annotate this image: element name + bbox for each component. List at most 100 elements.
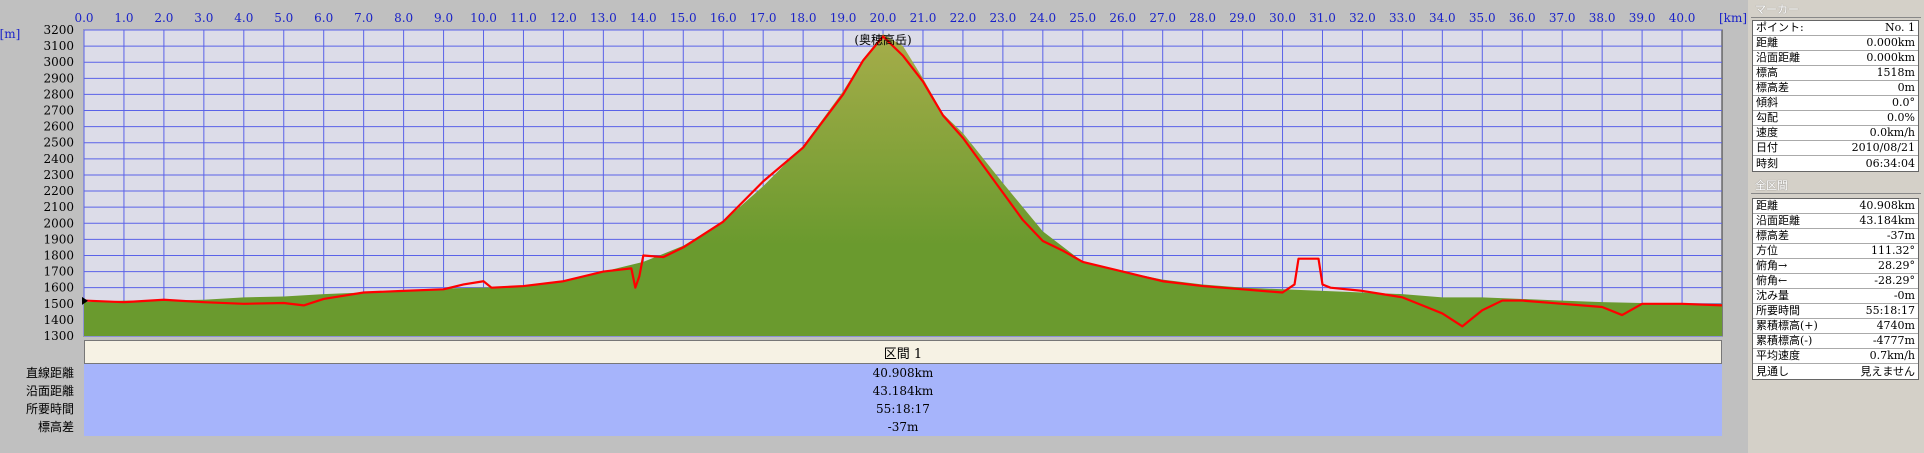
section-summary: 区間 1 40.908km 43.184km 55:18:17 -37m (84, 340, 1722, 436)
info-row-value: 1518m (1876, 66, 1915, 79)
info-row-label: 勾配 (1756, 111, 1778, 124)
y-tick-label: 3000 (43, 55, 74, 69)
x-tick-label: 7.0 (354, 11, 373, 25)
info-row-value: 0.0% (1887, 111, 1915, 124)
info-row: ポイント: No. 1 (1753, 21, 1918, 36)
info-row-value: -0m (1893, 289, 1915, 302)
marker-info-table: ポイント: No. 1 距離 0.000km 沿面距離 0.000km 標高 1518m 標高差… (1752, 20, 1919, 172)
x-tick-label: 11.0 (510, 11, 537, 25)
info-row-label: 累積標高(-) (1756, 334, 1813, 347)
info-row: 沈み量 -0m (1753, 289, 1918, 304)
x-tick-label: 37.0 (1549, 11, 1576, 25)
x-tick-label: 3.0 (194, 11, 213, 25)
summary-value: -37m (887, 420, 919, 434)
info-row: 速度 0.0km/h (1753, 126, 1918, 141)
info-row-value: -28.29° (1874, 274, 1915, 287)
summary-value: 55:18:17 (876, 402, 930, 416)
info-row-value: 43.184km (1859, 214, 1915, 227)
info-row-value: 06:34:04 (1865, 156, 1915, 170)
y-tick-label: 2700 (43, 104, 74, 118)
info-row-label: 沈み量 (1756, 289, 1789, 302)
x-tick-label: 30.0 (1269, 11, 1296, 25)
x-tick-label: 28.0 (1189, 11, 1216, 25)
info-row: 俯角→ 28.29° (1753, 259, 1918, 274)
info-row-label: 日付 (1756, 141, 1778, 154)
x-tick-label: 10.0 (470, 11, 497, 25)
x-tick-label: 23.0 (990, 11, 1017, 25)
x-tick-label: 19.0 (830, 11, 857, 25)
info-row: 累積標高(-) -4777m (1753, 334, 1918, 349)
start-marker (82, 296, 88, 305)
info-row-label: 累積標高(+) (1756, 319, 1818, 332)
x-tick-label: 0.0 (74, 11, 93, 25)
summary-label: 所要時間 (25, 402, 74, 416)
x-tick-label: 34.0 (1429, 11, 1456, 25)
info-row: 日付 2010/08/21 (1753, 141, 1918, 156)
y-tick-label: 1800 (43, 248, 74, 262)
info-row-value: 111.32° (1871, 244, 1915, 257)
y-tick-label: 3100 (43, 39, 74, 53)
x-tick-label: 14.0 (630, 11, 657, 25)
y-tick-label: 1400 (43, 313, 74, 327)
y-tick-label: 2300 (43, 168, 74, 182)
x-tick-label: 1.0 (114, 11, 133, 25)
x-tick-label: 39.0 (1629, 11, 1656, 25)
x-tick-label: 24.0 (1029, 11, 1056, 25)
x-tick-label: 35.0 (1469, 11, 1496, 25)
x-unit-label: [km] (1719, 11, 1747, 25)
info-row: 標高差 0m (1753, 81, 1918, 96)
info-row-value: -4777m (1872, 334, 1915, 347)
info-row-value: 2010/08/21 (1851, 141, 1915, 154)
y-tick-label: 2400 (43, 152, 74, 166)
track-line (83, 35, 1723, 328)
info-row: 俯角← -28.29° (1753, 274, 1918, 289)
x-tick-label: 25.0 (1069, 11, 1096, 25)
y-tick-label: 2800 (43, 87, 74, 101)
section-header-label: 区間 1 (883, 346, 923, 362)
info-row-value: 見えません (1860, 364, 1915, 378)
info-row: 平均速度 0.7km/h (1753, 349, 1918, 364)
info-row-value: No. 1 (1884, 21, 1915, 34)
y-tick-label: 1500 (43, 297, 74, 311)
y-tick-label: 3200 (43, 23, 74, 37)
section-header[interactable]: 区間 1 (84, 340, 1722, 364)
summary-label: 沿面距離 (25, 384, 74, 398)
summary-label: 標高差 (37, 420, 74, 434)
elevation-chart[interactable]: 0.0 1.0 2.0 3.0 4.0 5.0 6.0 7.0 8.0 9.0 10.0 11.0 12… (0, 0, 1748, 340)
info-row-value: 0.0km/h (1869, 126, 1915, 139)
x-tick-label: 12.0 (550, 11, 577, 25)
x-tick-label: 5.0 (274, 11, 293, 25)
summary-label: 直線距離 (25, 366, 74, 380)
info-panel: マーカー ポイント: No. 1 距離 0.000km 沿面距離 0.000km 標高 151… (1748, 0, 1924, 453)
info-row-label: 俯角← (1756, 274, 1788, 287)
x-tick-label: 36.0 (1509, 11, 1536, 25)
x-tick-label: 4.0 (234, 11, 253, 25)
info-row: 所要時間 55:18:17 (1753, 304, 1918, 319)
x-tick-label: 20.0 (870, 11, 897, 25)
summary-value: 40.908km (872, 366, 934, 380)
x-tick-label: 17.0 (750, 11, 777, 25)
info-row-label: 俯角→ (1756, 259, 1788, 272)
info-row: 時刻 06:34:04 (1753, 156, 1918, 171)
info-row: 沿面距離 43.184km (1753, 214, 1918, 229)
x-tick-label: 29.0 (1229, 11, 1256, 25)
info-row-label: 標高 (1756, 66, 1778, 79)
x-tick-label: 32.0 (1349, 11, 1376, 25)
info-row: 距離 0.000km (1753, 36, 1918, 51)
x-tick-label: 6.0 (314, 11, 333, 25)
y-tick-label: 2600 (43, 120, 74, 134)
info-row-label: 沿面距離 (1756, 214, 1800, 227)
section-panel-title: 全区間 (1751, 178, 1921, 194)
terrain-area (84, 34, 1722, 337)
info-row-value: 4740m (1876, 319, 1915, 332)
summary-row-duration: 55:18:17 (84, 400, 1722, 418)
x-tick-label: 21.0 (910, 11, 937, 25)
y-tick-label: 2500 (43, 136, 74, 150)
x-tick-label: 33.0 (1389, 11, 1416, 25)
info-row-label: 傾斜 (1756, 96, 1778, 109)
info-row-label: 距離 (1756, 199, 1778, 212)
info-row-value: 28.29° (1878, 259, 1915, 272)
info-row: 標高 1518m (1753, 66, 1918, 81)
y-tick-label: 1600 (43, 281, 74, 295)
x-tick-label: 16.0 (710, 11, 737, 25)
